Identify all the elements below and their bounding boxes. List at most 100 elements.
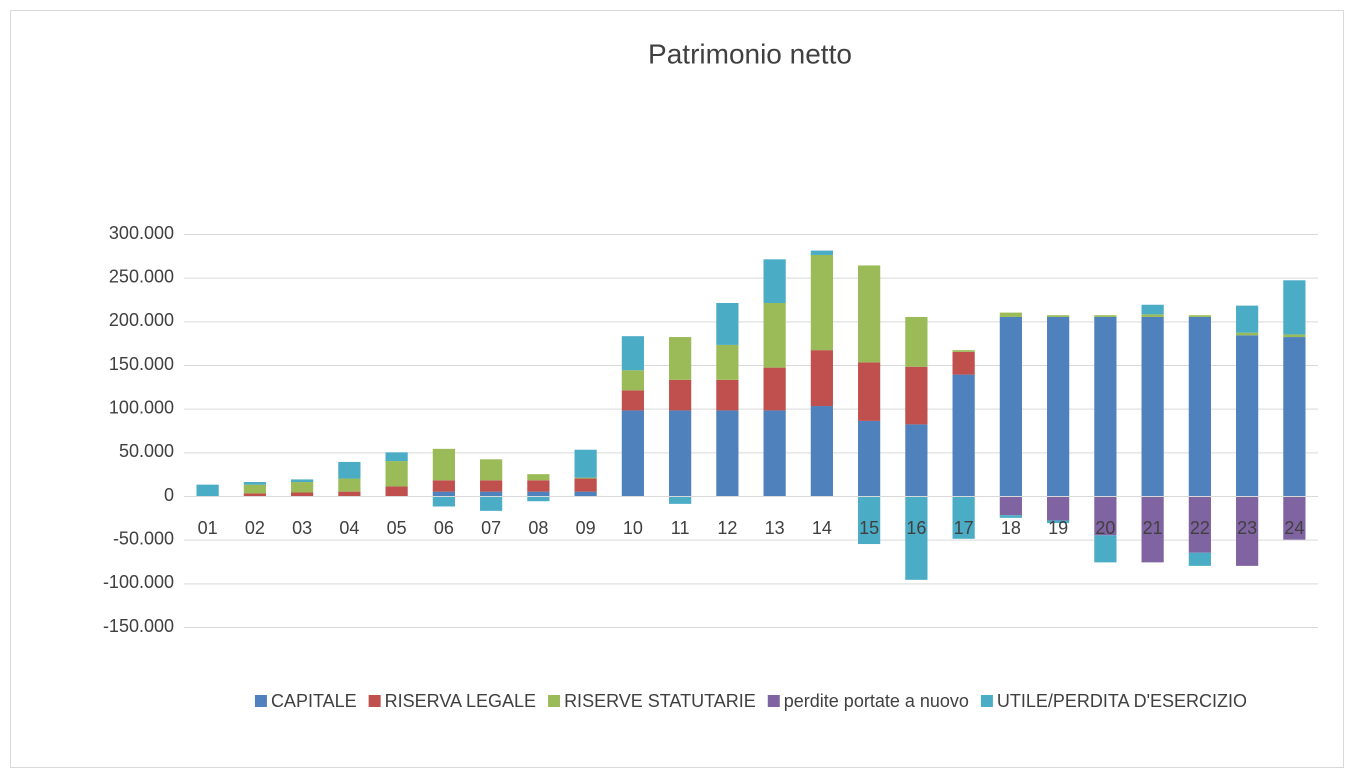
- bar-segment: [999, 312, 1022, 317]
- y-tick-label: 150.000: [109, 354, 174, 374]
- bar-segment: [1188, 315, 1211, 317]
- bar-segment: [810, 250, 833, 255]
- x-tick-label: 12: [717, 518, 737, 538]
- bar-segment: [338, 478, 361, 492]
- legend-label: CAPITALE: [271, 691, 357, 711]
- bar-segment: [1094, 316, 1117, 496]
- bar-segment: [716, 302, 739, 345]
- bar-segment: [1047, 316, 1070, 496]
- bar-segment: [1236, 332, 1259, 336]
- bar-segment: [669, 410, 692, 496]
- bar-segment: [1047, 496, 1070, 521]
- bar-segment: [527, 496, 550, 502]
- bar-segment: [1141, 304, 1164, 315]
- legend-label: RISERVA LEGALE: [385, 691, 536, 711]
- y-tick-label: 50.000: [119, 441, 174, 461]
- bar-segment: [905, 424, 928, 496]
- bar-segment: [1236, 305, 1259, 333]
- x-tick-label: 01: [198, 518, 218, 538]
- bar-segment: [952, 350, 975, 352]
- legend-swatch: [548, 695, 561, 707]
- x-tick-label: 06: [434, 518, 454, 538]
- legend-swatch: [767, 695, 780, 707]
- bar-segment: [338, 491, 361, 496]
- chart-title: Patrimonio netto: [648, 38, 852, 69]
- bar-segment: [243, 484, 266, 494]
- bar-segment: [1047, 520, 1070, 524]
- bar-segment: [858, 362, 881, 421]
- bar-segment: [716, 410, 739, 496]
- bar-segment: [574, 449, 597, 478]
- x-tick-label: 19: [1048, 518, 1068, 538]
- bar-segment: [432, 448, 455, 481]
- bar-segment: [621, 390, 644, 411]
- x-tick-label: 21: [1143, 518, 1163, 538]
- bar-segment: [432, 496, 455, 507]
- legend-label: perdite portate a nuovo: [784, 691, 969, 711]
- bar-segment: [716, 344, 739, 380]
- x-tick-label: 23: [1237, 518, 1257, 538]
- bar-segment: [621, 370, 644, 391]
- bar-segment: [858, 420, 881, 496]
- bar-segment: [574, 491, 597, 496]
- bar-segment: [243, 493, 266, 496]
- x-tick-label: 11: [671, 518, 690, 538]
- x-tick-label: 14: [812, 518, 832, 538]
- bar-segment: [1141, 316, 1164, 496]
- bar-segment: [527, 474, 550, 481]
- x-tick-label: 17: [954, 518, 974, 538]
- x-tick-label: 03: [292, 518, 312, 538]
- bar-segment: [621, 336, 644, 371]
- x-tick-label: 13: [765, 518, 785, 538]
- bar-segment: [763, 367, 786, 411]
- bar-segment: [480, 459, 503, 481]
- legend-swatch: [368, 695, 381, 707]
- y-tick-label: 100.000: [109, 397, 174, 417]
- bar-segment: [1236, 335, 1259, 496]
- bar-segment: [952, 496, 975, 539]
- bar-segment: [716, 379, 739, 411]
- bar-segment: [858, 265, 881, 363]
- bar-segment: [291, 482, 314, 493]
- y-tick-label: 0: [164, 485, 174, 505]
- bar-segment: [1283, 337, 1306, 496]
- bar-segment: [432, 480, 455, 492]
- bar-segment: [810, 254, 833, 351]
- legend-swatch: [254, 695, 267, 707]
- bar-segment: [480, 480, 503, 492]
- bar-segment: [196, 484, 219, 496]
- bar-segment: [999, 496, 1022, 516]
- x-tick-label: 05: [387, 518, 407, 538]
- bar-segment: [763, 259, 786, 303]
- bar-segment: [1047, 315, 1070, 317]
- x-tick-label: 22: [1190, 518, 1210, 538]
- bar-segment: [905, 496, 928, 580]
- bar-segment: [999, 515, 1022, 518]
- bar-segment: [291, 479, 314, 483]
- bar-segment: [905, 316, 928, 367]
- bar-segment: [480, 491, 503, 496]
- x-tick-label: 07: [481, 518, 501, 538]
- x-tick-label: 16: [906, 518, 926, 538]
- x-tick-label: 09: [576, 518, 596, 538]
- bar-segment: [810, 350, 833, 407]
- y-tick-label: 250.000: [109, 266, 174, 286]
- bar-segment: [1188, 552, 1211, 566]
- bar-segment: [1141, 496, 1164, 563]
- y-tick-label: 200.000: [109, 310, 174, 330]
- bar-segment: [952, 351, 975, 375]
- legend-label: UTILE/PERDITA D'ESERCIZIO: [997, 691, 1247, 711]
- bar-segment: [1283, 496, 1306, 540]
- bar-segment: [669, 496, 692, 504]
- bar-segment: [763, 302, 786, 368]
- y-tick-label: -150.000: [103, 616, 174, 636]
- y-tick-label: -100.000: [103, 572, 174, 592]
- bar-segment: [952, 374, 975, 496]
- bar-segment: [763, 410, 786, 496]
- x-tick-label: 10: [623, 518, 643, 538]
- bar-segment: [669, 379, 692, 411]
- bar-segment: [621, 410, 644, 496]
- legend-label: RISERVE STATUTARIE: [564, 691, 756, 711]
- x-tick-label: 08: [528, 518, 548, 538]
